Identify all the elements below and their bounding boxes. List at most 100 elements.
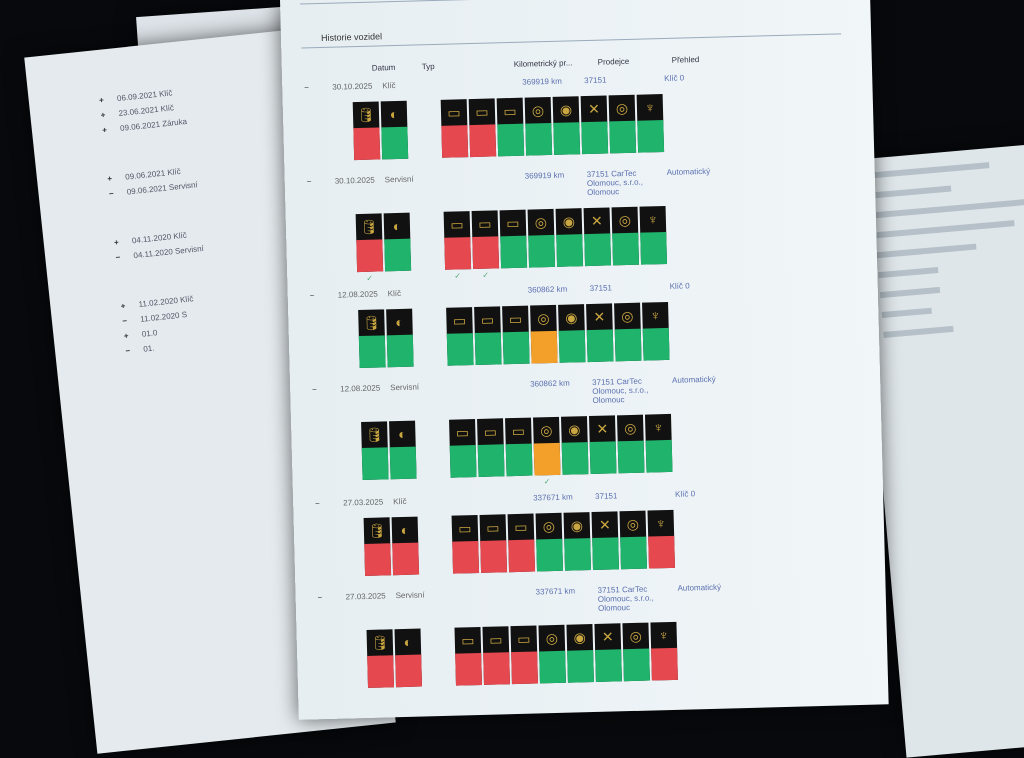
- status-green: [617, 440, 645, 474]
- brake-pad-front-icon: ▭: [460, 632, 475, 649]
- status-green: [642, 327, 670, 361]
- service-tile: ▭: [440, 99, 469, 158]
- service-tile: ✕: [580, 95, 609, 155]
- entry-type: Klíč: [393, 496, 407, 507]
- expand-toggle[interactable]: −: [121, 316, 128, 326]
- service-tile: ▭: [510, 625, 538, 685]
- collapse-toggle[interactable]: −: [309, 291, 315, 301]
- service-tile: ▭: [477, 418, 505, 477]
- service-tile: ◎: [622, 622, 650, 682]
- brake-disc-rear-icon: ◎: [629, 627, 643, 645]
- expand-toggle[interactable]: +: [106, 174, 113, 184]
- service-tile: 🛢: [358, 309, 386, 369]
- service-tile: ▭: [479, 514, 508, 573]
- status-green: [361, 447, 389, 481]
- header-overview: Přehled: [671, 55, 700, 65]
- status-green: [581, 121, 609, 155]
- collapse-toggle[interactable]: −: [317, 593, 323, 603]
- service-tile: ◉: [561, 416, 589, 475]
- service-tile: ◎: [611, 206, 640, 266]
- status-green: [623, 648, 650, 682]
- service-tile: ◐: [386, 308, 414, 368]
- status-green: [592, 537, 620, 571]
- status-green: [595, 649, 622, 682]
- brake-disc-icon: ◉: [565, 309, 578, 326]
- collapse-toggle[interactable]: −: [312, 385, 318, 395]
- brake-pad-rear-icon: ▭: [478, 215, 492, 232]
- service-tile: ▭: [443, 211, 472, 270]
- status-orange: [533, 442, 561, 476]
- brake-fluid-icon: ◐: [392, 217, 402, 235]
- entry-km: 337671 km: [535, 586, 576, 597]
- service-tile: ◉: [566, 624, 594, 683]
- entry-date: 27.03.2025: [345, 591, 386, 602]
- status-red: [395, 654, 423, 688]
- coolant-icon: ♆: [652, 419, 664, 436]
- brake-disc-front-icon: ◎: [542, 517, 556, 535]
- collapse-toggle[interactable]: −: [315, 499, 320, 509]
- expand-toggle[interactable]: +: [113, 237, 120, 248]
- expand-toggle[interactable]: +: [101, 125, 108, 135]
- service-tile: ◉: [552, 96, 581, 155]
- oil-can-icon: 🛢: [359, 218, 379, 235]
- status-green: [561, 442, 589, 475]
- expand-toggle[interactable]: −: [108, 189, 115, 199]
- service-tile: ◎: [530, 304, 558, 364]
- entry-date: 27.03.2025: [343, 497, 384, 508]
- brake-disc-front-icon: ◎: [545, 629, 559, 647]
- entry-date: 30.10.2025: [334, 175, 375, 186]
- entry-km: 360862 km: [527, 284, 568, 295]
- status-red: [508, 539, 536, 573]
- status-green: [500, 235, 528, 269]
- row-text: 11.02.2020 Klíč: [138, 294, 194, 309]
- status-red: [472, 236, 500, 270]
- row-text: 01.0: [141, 328, 158, 339]
- status-red: [469, 124, 497, 158]
- brake-pad-front-icon: ▭: [447, 104, 461, 121]
- expand-toggle[interactable]: −: [115, 252, 121, 263]
- expand-toggle[interactable]: +: [98, 95, 105, 105]
- status-green: [497, 123, 525, 157]
- status-green: [474, 332, 502, 366]
- status-green: [589, 441, 617, 475]
- coolant-icon: ♆: [644, 99, 656, 116]
- status-red: [364, 543, 392, 576]
- status-green: [640, 231, 668, 265]
- collapse-toggle[interactable]: −: [304, 83, 310, 93]
- service-tile: 🛢: [355, 213, 384, 273]
- service-tile: ◉: [563, 512, 592, 571]
- entry-type: Servisní: [390, 382, 420, 393]
- entry-km: 369919 km: [524, 170, 565, 181]
- expand-toggle[interactable]: +: [100, 110, 106, 120]
- brake-pad-icon: ▭: [511, 422, 526, 440]
- row-text: 06.09.2021 Klíč: [116, 88, 173, 104]
- check-icon: ✓: [454, 271, 462, 281]
- main-paper: Historie vozidel Datum Typ Kilometrický …: [280, 0, 889, 720]
- status-green: [386, 334, 414, 368]
- expand-toggle[interactable]: −: [125, 346, 131, 356]
- status-green: [502, 331, 530, 365]
- history-entry: − 27.03.2025 Klíč 337671 km 37151 Klíč 0…: [315, 485, 865, 591]
- status-green: [505, 443, 533, 477]
- brake-pad-rear-icon: ▭: [488, 631, 503, 648]
- status-green: [609, 120, 637, 154]
- entry-dealer: 37151 CarTec Olomouc, s.r.o., Olomouc: [597, 584, 654, 613]
- collapse-toggle[interactable]: −: [306, 177, 312, 187]
- service-tile: ◎: [619, 510, 648, 570]
- status-green: [446, 333, 474, 366]
- status-red: [353, 127, 381, 161]
- expand-toggle[interactable]: +: [120, 301, 126, 311]
- entry-dealer: 37151 CarTec Olomouc, s.r.o., Olomouc: [592, 376, 649, 405]
- status-green: [553, 122, 581, 155]
- row-text: 04.11.2020 Klíč: [131, 230, 188, 246]
- brake-disc-rear-icon: ◎: [626, 515, 640, 533]
- history-entry: − 27.03.2025 Servisní 337671 km 37151 Ca…: [318, 579, 869, 703]
- brake-pad-front-icon: ▭: [455, 424, 470, 441]
- brake-pad-rear-icon: ▭: [483, 423, 498, 440]
- service-tile: ◎: [608, 94, 637, 154]
- history-entry: − 30.10.2025 Servisní 369919 km 37151 Ca…: [307, 163, 858, 287]
- expand-toggle[interactable]: +: [123, 331, 130, 341]
- entry-date: 12.08.2025: [337, 289, 378, 300]
- status-green: [558, 330, 586, 363]
- brake-disc-rear-icon: ◎: [615, 99, 629, 117]
